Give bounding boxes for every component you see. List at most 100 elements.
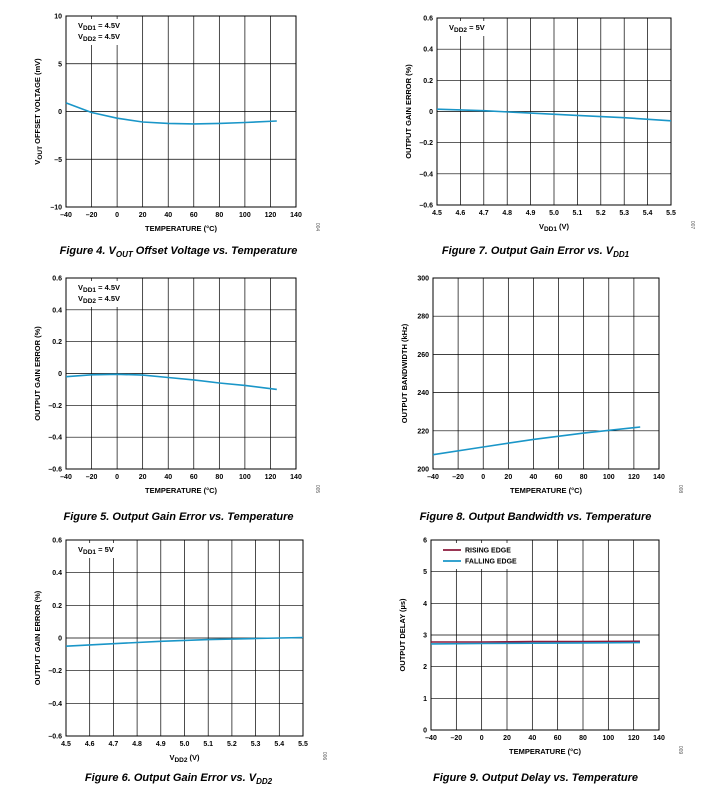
y-tick-label: –0.2: [419, 140, 433, 147]
x-tick-label: 4.6: [85, 741, 95, 748]
y-tick-label: 0.2: [423, 78, 433, 85]
x-tick-label: 100: [602, 735, 614, 742]
y-tick-label: –0.6: [419, 203, 433, 210]
x-tick-label: 4.5: [61, 741, 71, 748]
y-tick-label: 0.4: [423, 47, 433, 54]
x-tick-label: 40: [164, 474, 172, 481]
x-tick-label: 100: [239, 212, 251, 219]
chart-svg: –40 –20 0 20 40 60 80 100 120 140 –10 –5 0 5 10 TEMPERA…: [33, 14, 320, 234]
legend-box: [439, 543, 529, 569]
chart-svg: –40 –20 0 20 40 60 80 100 120 140 –0.6 –0.4 –0.2 0 0.2…: [33, 276, 320, 496]
annotation-box: [76, 19, 128, 45]
x-tick-label: 4.8: [132, 741, 142, 748]
figure-code: 004: [314, 223, 320, 232]
y-tick-label: 5: [58, 61, 62, 68]
x-tick-label: –20: [450, 735, 462, 742]
chart-panel-2: 4.5 4.6 4.7 4.8 4.9 5.0 5.1 5.2 5.3 5.4 5.5 –0.6 –0.…: [357, 0, 714, 266]
x-tick-label: 0: [480, 735, 484, 742]
chart-svg: –40 –20 0 20 40 60 80 100 120 140 0 1 2 3 4 5 6 TEMPERATU…: [398, 538, 683, 757]
annotation-box: [447, 21, 499, 36]
x-tick-label: 4.8: [502, 210, 512, 217]
chart-svg: –40 –20 0 20 40 60 80 100 120 140 200 220 240 260 280 3…: [400, 276, 683, 496]
y-axis-label: OUTPUT GAIN ERROR (%): [404, 64, 413, 159]
y-tick-label: 0.2: [52, 339, 62, 346]
y-tick-label: –0.2: [48, 668, 62, 675]
x-tick-label: 80: [215, 474, 223, 481]
series-line-1: [431, 640, 641, 643]
x-axis-label: VDD1 (V): [539, 222, 570, 233]
x-tick-label: 20: [139, 212, 147, 219]
figure-code: 006: [321, 752, 327, 761]
series-line-1: [436, 108, 672, 122]
chart-panel-4: –40 –20 0 20 40 60 80 100 120 140 200 220 240 260 280 3…: [357, 266, 714, 532]
annotation-text: VDD1 = 5V: [78, 545, 114, 556]
y-tick-label: 240: [417, 390, 429, 397]
x-tick-label: 5.3: [619, 210, 629, 217]
x-tick-label: 60: [554, 735, 562, 742]
x-tick-label: 5.0: [549, 210, 559, 217]
x-tick-label: 5.1: [573, 210, 583, 217]
chart-panel-6: –40 –20 0 20 40 60 80 100 120 140 0 1 2 3 4 5 6 TEMPERATU…: [357, 533, 714, 799]
x-tick-label: 40: [530, 474, 538, 481]
x-tick-label: 0: [115, 212, 119, 219]
y-tick-label: –0.2: [48, 403, 62, 410]
x-tick-label: 5.3: [251, 741, 261, 748]
x-tick-label: –40: [425, 735, 437, 742]
figure-code: 007: [689, 221, 695, 230]
x-tick-label: 120: [628, 474, 640, 481]
x-tick-label: 20: [139, 474, 147, 481]
x-tick-label: 20: [504, 474, 512, 481]
x-axis-label: TEMPERATURE (°C): [145, 224, 218, 233]
plot-frame: [65, 277, 297, 470]
y-tick-label: –5: [54, 157, 62, 164]
chart-panel-1: –40 –20 0 20 40 60 80 100 120 140 –10 –5 0 5 10 TEMPERA…: [0, 0, 357, 266]
x-tick-label: 140: [653, 735, 665, 742]
y-tick-label: 300: [417, 276, 429, 283]
y-axis-label: OUTPUT GAIN ERROR (%): [33, 326, 42, 421]
x-tick-label: 120: [265, 212, 277, 219]
x-axis-label: TEMPERATURE (°C): [509, 747, 582, 756]
annotation-text: VDD2 = 5V: [449, 23, 485, 34]
figure-caption: Figure 4. VOUT Offset Voltage vs. Temper…: [59, 245, 298, 260]
x-tick-label: 140: [653, 474, 665, 481]
y-tick-label: 2: [423, 664, 427, 671]
x-tick-label: 5.0: [180, 741, 190, 748]
x-tick-label: 60: [190, 212, 198, 219]
y-tick-label: 0: [58, 371, 62, 378]
x-tick-label: 140: [290, 474, 302, 481]
x-tick-label: 60: [555, 474, 563, 481]
annotation-text: VDD1 = 4.5V: [78, 283, 120, 294]
figure-caption: Figure 7. Output Gain Error vs. VDD1: [441, 245, 630, 260]
x-tick-label: –20: [86, 212, 98, 219]
y-tick-label: 0.6: [423, 16, 433, 23]
y-tick-label: 0.4: [52, 307, 62, 314]
chart-svg: 4.5 4.6 4.7 4.8 4.9 5.0 5.1 5.2 5.3 5.4 5.5 –0.6 –0.…: [33, 538, 327, 765]
x-axis-label: TEMPERATURE (°C): [510, 486, 583, 495]
plot-frame: [436, 17, 672, 206]
x-tick-label: 40: [164, 212, 172, 219]
x-tick-label: 0: [115, 474, 119, 481]
series-line-1: [65, 373, 277, 391]
x-tick-label: 4.7: [109, 741, 119, 748]
x-tick-label: 5.5: [298, 741, 308, 748]
chart-svg: 4.5 4.6 4.7 4.8 4.9 5.0 5.1 5.2 5.3 5.4 5.5 –0.6 –0.…: [404, 16, 695, 234]
x-tick-label: 80: [580, 474, 588, 481]
y-tick-label: –0.4: [48, 701, 62, 708]
x-tick-label: 5.4: [643, 210, 653, 217]
x-tick-label: 5.5: [666, 210, 676, 217]
legend-label: RISING EDGE: [465, 548, 511, 555]
legend-label: FALLING EDGE: [465, 559, 517, 566]
chart-panel-3: –40 –20 0 20 40 60 80 100 120 140 –0.6 –0.4 –0.2 0 0.2…: [0, 266, 357, 532]
x-axis-label: TEMPERATURE (°C): [145, 486, 218, 495]
figure-caption: Figure 5. Output Gain Error vs. Temperat…: [63, 511, 294, 523]
figure-caption: Figure 6. Output Gain Error vs. VDD2: [84, 772, 273, 787]
x-tick-label: 4.6: [456, 210, 466, 217]
plot-frame: [432, 277, 660, 470]
y-tick-label: 280: [417, 314, 429, 321]
annotation-text: VDD2 = 4.5V: [78, 32, 120, 43]
series-line-1: [432, 426, 641, 456]
y-tick-label: 5: [423, 569, 427, 576]
x-tick-label: –40: [427, 474, 439, 481]
y-axis-label: VOUT OFFSET VOLTAGE (mV): [33, 58, 44, 165]
y-tick-label: 0.4: [52, 570, 62, 577]
